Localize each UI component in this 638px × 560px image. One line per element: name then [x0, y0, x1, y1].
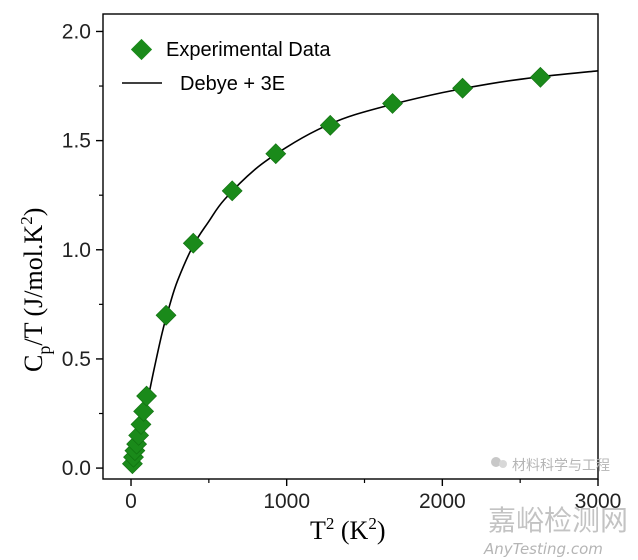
data-point-diamond: [133, 400, 155, 422]
data-point-diamond: [382, 93, 403, 114]
legend-label-fit: Debye + 3E: [180, 73, 285, 95]
data-point-diamond: [155, 304, 177, 326]
y-tick-label: 2.0: [62, 20, 91, 43]
plot-frame: [102, 13, 599, 480]
x-axis: 0 1000 2000 3000: [125, 479, 621, 513]
y-axis-title-sup: 2: [17, 216, 36, 225]
y-tick-label: 1.0: [62, 239, 91, 262]
y-axis: 0.0 0.5 1.0 1.5 2.0: [62, 20, 103, 480]
legend: Experimental Data Debye + 3E: [122, 38, 331, 95]
fit-line-layer: [134, 70, 599, 456]
data-point-diamond: [452, 77, 473, 99]
watermark-url: AnyTesting.com: [483, 540, 603, 558]
x-axis-title-unit: (K: [334, 516, 368, 545]
x-axis-title-sup: 2: [326, 514, 335, 533]
data-point-diamond: [136, 385, 158, 407]
legend-marker-experimental: [130, 38, 153, 61]
y-tick-label: 0.0: [62, 457, 91, 480]
x-axis-title-unit-sup: 2: [368, 514, 377, 533]
y-tick-label: 1.5: [62, 130, 91, 153]
data-point-diamond: [130, 413, 152, 435]
x-tick-label: 2000: [419, 490, 466, 513]
watermark: 材料科学与工程 嘉峪检测网 AnyTesting.com: [483, 457, 628, 558]
y-axis-title-mid: /T (J/mol.K: [19, 225, 48, 346]
data-point-diamond: [529, 66, 551, 88]
x-axis-title: T2 (K2): [310, 514, 386, 545]
legend-label-experimental: Experimental Data: [166, 39, 331, 61]
watermark-brand: 嘉峪检测网: [488, 504, 628, 537]
data-point-diamond: [182, 232, 204, 254]
data-point-diamond: [319, 114, 341, 136]
wechat-icon-bubble: [499, 460, 507, 468]
y-axis-title-base: C: [19, 355, 48, 372]
x-axis-title-close: ): [377, 516, 386, 545]
y-axis-title-sub: p: [34, 346, 54, 355]
data-point-diamond: [265, 143, 287, 165]
fit-line-debye-3e: [134, 70, 599, 456]
x-axis-title-base: T: [310, 516, 326, 545]
x-tick-label: 3000: [575, 490, 622, 513]
data-markers: [121, 66, 551, 475]
data-point-diamond: [221, 180, 243, 202]
y-axis-title: Cp/T (J/mol.K2): [17, 208, 54, 372]
wechat-icon: [491, 457, 501, 467]
watermark-wechat: 材料科学与工程: [512, 458, 610, 474]
x-tick-label: 0: [125, 490, 137, 513]
y-axis-title-end: ): [19, 208, 48, 217]
x-tick-label: 1000: [263, 490, 310, 513]
y-tick-label: 0.5: [62, 348, 91, 371]
